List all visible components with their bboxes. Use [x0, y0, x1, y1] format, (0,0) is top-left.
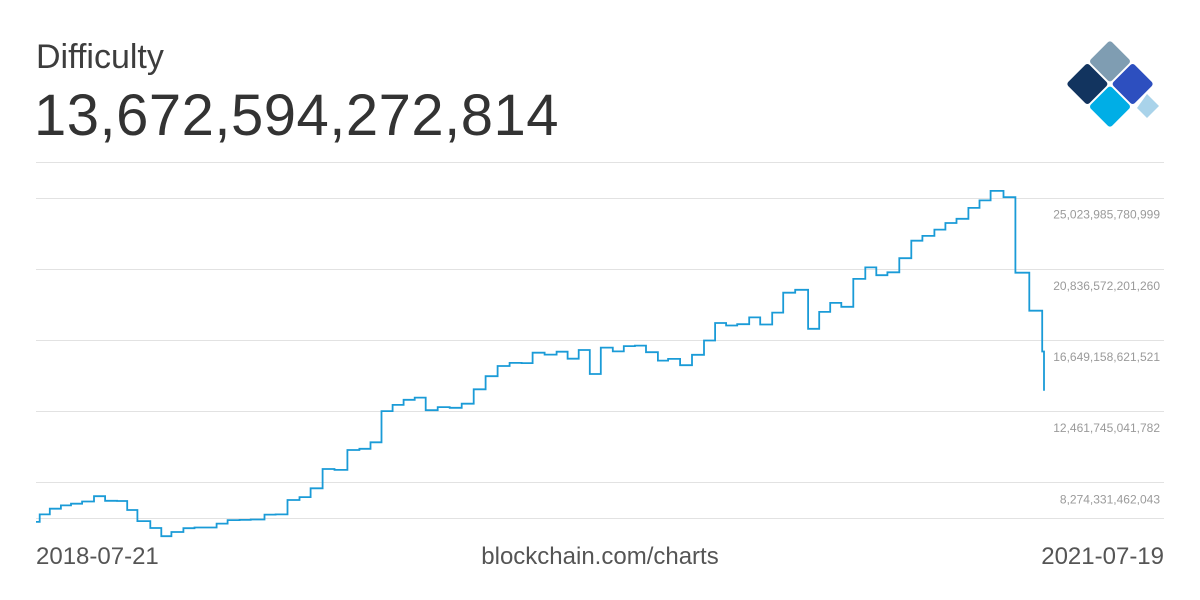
y-tick-label: 20,836,572,201,260	[1053, 279, 1160, 293]
y-tick-label: 16,649,158,621,521	[1053, 350, 1160, 364]
logo-tile-right	[1112, 64, 1153, 104]
logo-light-accent	[1137, 94, 1159, 118]
y-tick-label: 8,274,331,462,043	[1060, 492, 1160, 506]
chart-grid	[36, 162, 1164, 519]
end-date-label: 2021-07-19	[1041, 543, 1164, 570]
logo-tile-top	[1090, 41, 1130, 82]
difficulty-series-line	[36, 190, 1045, 538]
blockchain-logo[interactable]	[1052, 26, 1168, 142]
source-link[interactable]: blockchain.com/charts	[481, 543, 719, 570]
logo-tile-bottom	[1090, 86, 1130, 127]
current-difficulty-value: 13,672,594,272,814	[34, 83, 560, 148]
chart-title: Difficulty	[36, 38, 164, 76]
y-tick-label: 12,461,745,041,782	[1053, 421, 1160, 435]
y-tick-label: 25,023,985,780,999	[1053, 208, 1160, 222]
y-axis-ticks: 8,274,331,462,043 12,461,745,041,782 16,64…	[1053, 208, 1160, 507]
start-date-label: 2018-07-21	[36, 543, 159, 570]
logo-tile-left	[1067, 64, 1108, 104]
